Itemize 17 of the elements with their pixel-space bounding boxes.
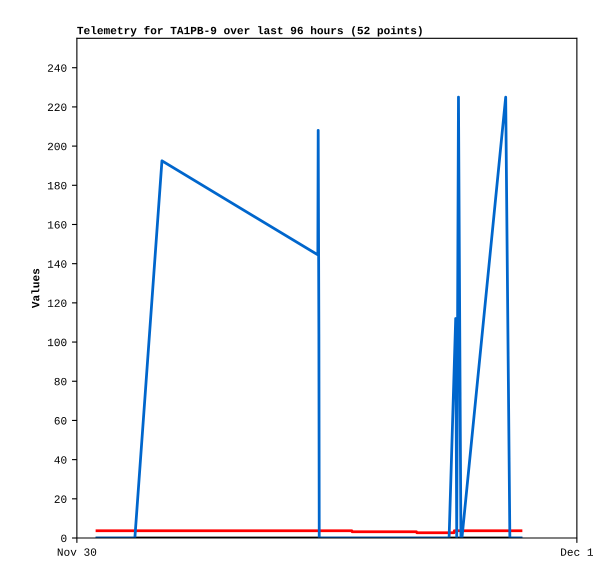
y-tick-label: 0 bbox=[61, 534, 66, 542]
y-tick-label: 140 bbox=[48, 260, 66, 268]
y-tick-label: 100 bbox=[48, 338, 66, 346]
y-tick-label: 80 bbox=[54, 378, 66, 386]
x-tick-label: Dec 1 bbox=[561, 548, 593, 556]
x-tick-label: Nov 30 bbox=[58, 548, 96, 556]
y-tick-label: 180 bbox=[48, 182, 66, 190]
y-tick-label: 240 bbox=[48, 64, 66, 72]
chart-title: Telemetry for TA1PB-9 over last 96 hours (52 points) bbox=[77, 26, 422, 36]
y-tick-label: 20 bbox=[54, 495, 66, 503]
y-axis-title: Values bbox=[31, 268, 40, 308]
y-tick-label: 160 bbox=[48, 221, 66, 229]
y-tick-label: 220 bbox=[48, 104, 66, 112]
y-tick-label: 120 bbox=[48, 299, 66, 307]
y-tick-label: 200 bbox=[48, 142, 66, 150]
y-tick-label: 40 bbox=[54, 456, 66, 464]
y-tick-label: 60 bbox=[54, 417, 66, 425]
